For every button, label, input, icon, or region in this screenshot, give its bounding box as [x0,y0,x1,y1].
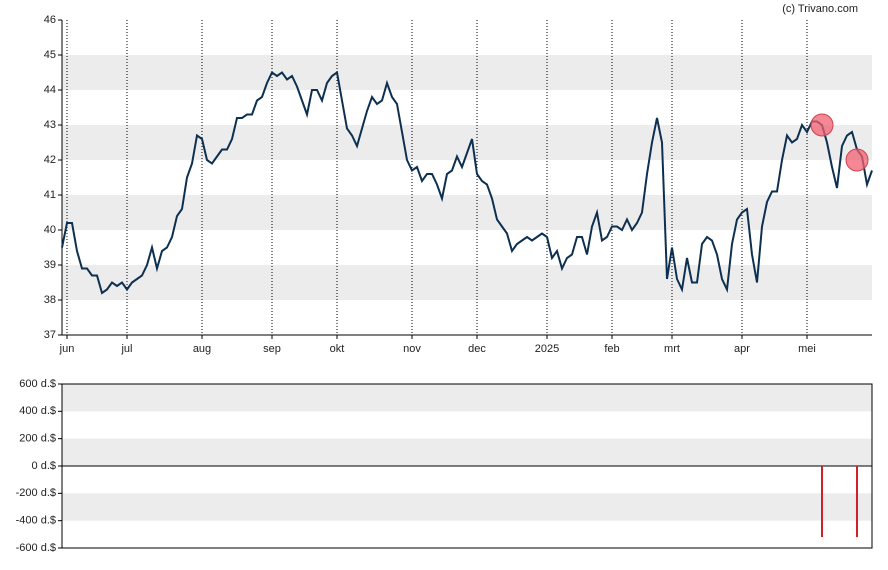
trade-marker [845,148,869,172]
grid-band [62,55,872,90]
y-tick-label: -200 d.$ [16,487,56,499]
y-tick-label: 200 d.$ [19,433,56,445]
x-tick-label: jun [59,343,75,355]
trade-bar [856,466,858,538]
y-tick-label: 44 [44,84,56,96]
y-tick-label: 0 d.$ [32,460,56,472]
y-tick-label: 43 [44,119,56,131]
y-tick-label: 400 d.$ [19,405,56,417]
y-tick-label: 39 [44,259,56,271]
x-tick-label: 2025 [535,343,559,355]
x-tick-label: dec [468,343,486,355]
y-tick-label: 38 [44,294,56,306]
grid-band [62,265,872,300]
copyright: (c) Trivano.com [782,3,858,15]
x-tick-label: mei [798,343,816,355]
x-tick-label: aug [193,343,211,355]
x-tick-label: nov [403,343,421,355]
grid-band [62,438,872,466]
y-tick-label: 42 [44,154,56,166]
y-tick-label: 45 [44,49,56,61]
y-tick-label: 40 [44,224,56,236]
x-tick-label: mrt [664,343,680,355]
grid-band [62,493,872,521]
y-tick-label: 600 d.$ [19,378,56,390]
grid-band [62,384,872,412]
y-tick-label: -400 d.$ [16,515,56,527]
x-tick-label: okt [330,343,345,355]
y-tick-label: 46 [44,14,56,26]
x-tick-label: sep [263,343,281,355]
y-tick-label: 37 [44,329,56,341]
x-tick-label: jul [120,343,132,355]
y-tick-label: -600 d.$ [16,542,56,554]
x-tick-label: apr [734,343,750,355]
price-line [61,70,873,295]
y-tick-label: 41 [44,189,56,201]
trade-bar [821,466,823,538]
trade-marker [810,113,834,137]
x-tick-label: feb [604,343,619,355]
